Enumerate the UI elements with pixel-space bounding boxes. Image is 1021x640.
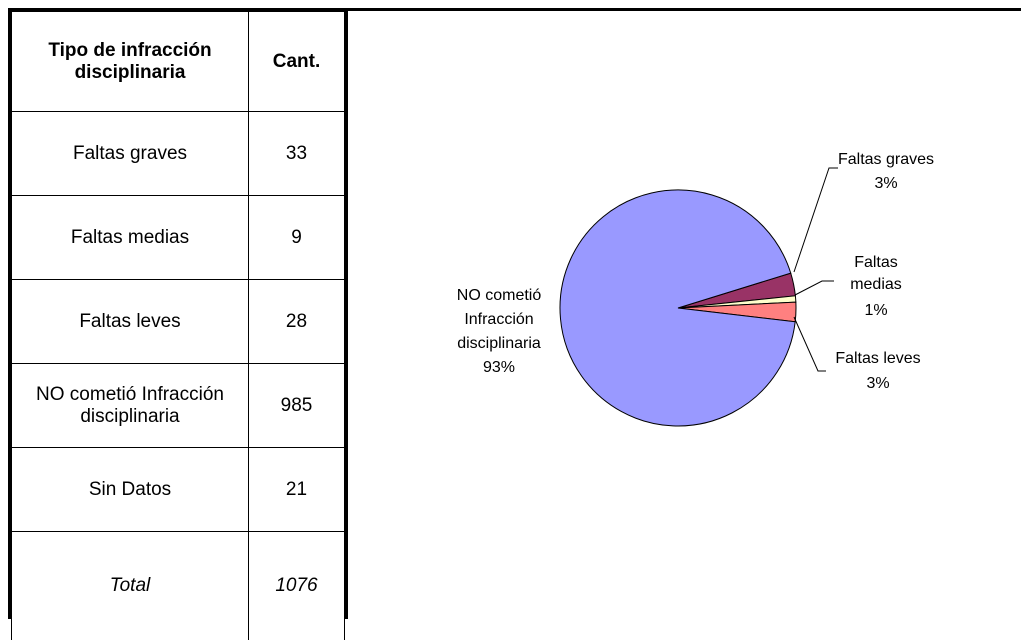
row-label: NO cometió Infracción disciplinaria bbox=[12, 364, 249, 448]
row-value: 33 bbox=[249, 112, 345, 196]
pie-chart: Faltas graves 3% Faltas medias 1% Faltas… bbox=[348, 11, 1021, 619]
row-label: Faltas medias bbox=[12, 196, 249, 280]
label-no-cometio: NO cometió Infracción disciplinaria 93% bbox=[457, 287, 542, 376]
total-value: 1076 bbox=[249, 532, 345, 640]
total-label: Total bbox=[12, 532, 249, 640]
label-no-line-3: disciplinaria bbox=[457, 335, 541, 352]
label-faltas-leves: Faltas leves 3% bbox=[835, 350, 920, 392]
label-no-line-2: Infracción bbox=[464, 311, 533, 328]
label-no-pct: 93% bbox=[483, 359, 515, 376]
infractions-table: Tipo de infracción disciplinaria Cant. F… bbox=[11, 11, 345, 640]
label-faltas-medias: Faltas medias 1% bbox=[850, 254, 902, 319]
row-label: Sin Datos bbox=[12, 448, 249, 532]
label-medias-name-1: Faltas bbox=[854, 254, 898, 271]
table-row: Sin Datos 21 bbox=[12, 448, 345, 532]
row-value: 21 bbox=[249, 448, 345, 532]
row-value: 28 bbox=[249, 280, 345, 364]
header-count: Cant. bbox=[249, 12, 345, 112]
label-faltas-graves: Faltas graves 3% bbox=[838, 151, 934, 192]
row-label: Faltas graves bbox=[12, 112, 249, 196]
table-row: NO cometió Infracción disciplinaria 985 bbox=[12, 364, 345, 448]
table-row: Faltas leves 28 bbox=[12, 280, 345, 364]
row-label: Faltas leves bbox=[12, 280, 249, 364]
label-graves-pct: 3% bbox=[874, 175, 897, 192]
row-value: 985 bbox=[249, 364, 345, 448]
leader-lines bbox=[794, 168, 838, 371]
header-type: Tipo de infracción disciplinaria bbox=[12, 12, 249, 112]
table-header-row: Tipo de infracción disciplinaria Cant. bbox=[12, 12, 345, 112]
pie-slices bbox=[560, 190, 796, 426]
label-no-line-1: NO cometió bbox=[457, 287, 542, 304]
label-graves-name: Faltas graves bbox=[838, 151, 934, 168]
label-medias-pct: 1% bbox=[864, 302, 887, 319]
label-medias-name-2: medias bbox=[850, 276, 902, 293]
table-row: Faltas medias 9 bbox=[12, 196, 345, 280]
label-leves-name: Faltas leves bbox=[835, 350, 920, 367]
table-row: Faltas graves 33 bbox=[12, 112, 345, 196]
label-leves-pct: 3% bbox=[866, 375, 889, 392]
table-total-row: Total 1076 bbox=[12, 532, 345, 640]
row-value: 9 bbox=[249, 196, 345, 280]
